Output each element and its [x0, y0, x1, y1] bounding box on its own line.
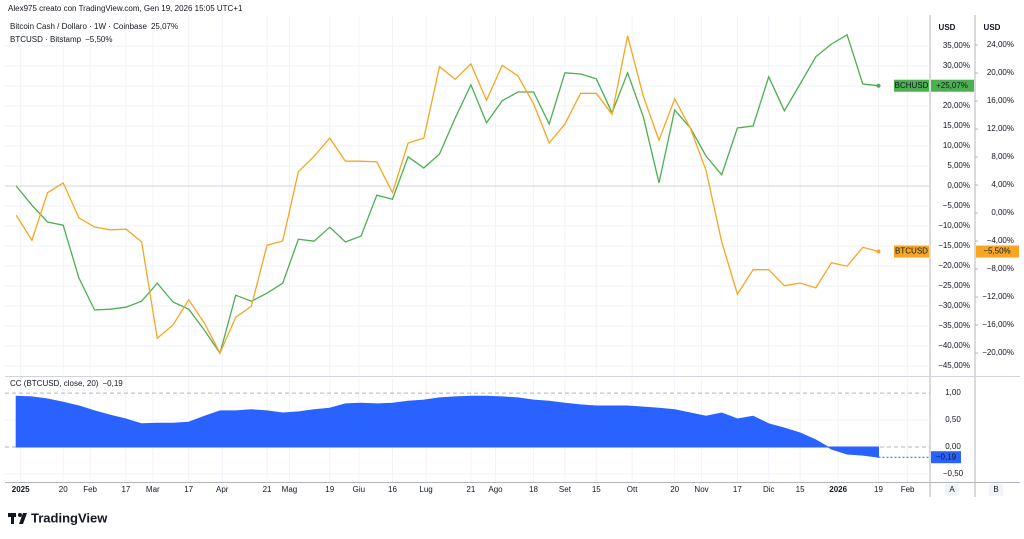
- y2-axis-unit: USD: [984, 23, 1001, 32]
- symbol-tag: [894, 245, 929, 258]
- y-tick-label: 5,00%: [947, 161, 970, 170]
- logo-icon: [11, 513, 14, 524]
- price-badge: [931, 451, 961, 464]
- x-tick-label: 19: [874, 485, 883, 494]
- y2-tick-label: 12,00%: [987, 124, 1014, 133]
- y-tick-label: 20,00%: [943, 101, 970, 110]
- y2-tick-label: −20,00%: [982, 348, 1014, 357]
- logo-icon: [19, 513, 27, 524]
- x-tick-label: 17: [121, 485, 130, 494]
- y-tick-label: −20,00%: [938, 261, 970, 270]
- last-point: [876, 249, 881, 254]
- scale-button[interactable]: [945, 484, 959, 496]
- header: Alex975 creato con TradingView.com, Gen …: [8, 4, 243, 13]
- legend-value: −5,50%: [85, 35, 112, 44]
- x-tick-label: 2025: [12, 485, 30, 494]
- symbol-tag-label: BTCUSD: [895, 247, 928, 256]
- logo: TradingView: [8, 510, 108, 525]
- last-point: [876, 83, 881, 88]
- y2-tick-label: 4,00%: [991, 180, 1014, 189]
- y-tick-label: 30,00%: [943, 61, 970, 70]
- y-tick-label: −15,00%: [938, 241, 970, 250]
- price-badge: [976, 245, 1019, 258]
- x-tick-label: 18: [529, 485, 538, 494]
- x-tick-label: 17: [733, 485, 742, 494]
- x-tick-label: Nov: [694, 485, 708, 494]
- y-tick-label: −10,00%: [938, 221, 970, 230]
- x-tick-label: 16: [388, 485, 397, 494]
- x-tick-label: Mar: [146, 485, 160, 494]
- y-tick-label: 15,00%: [943, 121, 970, 130]
- x-tick-label: Feb: [83, 485, 97, 494]
- x-tick-label: 2026: [829, 485, 847, 494]
- y-tick-label: −25,00%: [938, 281, 970, 290]
- y-tick-label: −5,00%: [943, 201, 970, 210]
- scale-button-label[interactable]: B: [993, 485, 998, 494]
- legend-label: Bitcoin Cash / Dollaro · 1W · Coinbase: [10, 22, 147, 31]
- x-tick-label: 20: [670, 485, 679, 494]
- y2-tick-label: −12,00%: [982, 292, 1014, 301]
- x-tick-label: 17: [184, 485, 193, 494]
- y2-tick-label: 8,00%: [991, 152, 1014, 161]
- y2-tick-label: 0,00%: [991, 208, 1014, 217]
- x-tick-label: Feb: [901, 485, 915, 494]
- legend-value: −0,19: [102, 379, 123, 388]
- price-badge-label: −5,50%: [983, 247, 1010, 256]
- x-tick-label: Ott: [627, 485, 638, 494]
- y-tick-label: −35,00%: [938, 321, 970, 330]
- y-tick-label: 1,00: [945, 388, 961, 397]
- x-tick-label: 21: [466, 485, 475, 494]
- y-tick-label: 10,00%: [943, 141, 970, 150]
- y2-tick-label: −16,00%: [982, 320, 1014, 329]
- legend-label: BTCUSD · Bitstamp: [10, 35, 82, 44]
- symbol-tag: [894, 79, 929, 92]
- x-tick-label: 20: [59, 485, 68, 494]
- y-tick-label: −0,50: [943, 469, 964, 478]
- line-series: [15, 35, 879, 355]
- y-tick-label: 0,00: [945, 442, 961, 451]
- x-tick-label: 21: [263, 485, 272, 494]
- price-badge-label: +25,07%: [936, 81, 968, 90]
- scale-button-label[interactable]: A: [949, 485, 955, 494]
- x-tick-label: Set: [559, 485, 572, 494]
- y2-tick-label: −8,00%: [987, 264, 1014, 273]
- x-tick-label: Ago: [488, 485, 503, 494]
- x-tick-label: Apr: [216, 485, 229, 494]
- line-series: [15, 33, 879, 355]
- legend-value: 25,07%: [151, 22, 178, 31]
- y2-tick-label: −4,00%: [987, 236, 1014, 245]
- y-tick-label: 0,50: [945, 415, 961, 424]
- y-tick-label: 35,00%: [943, 41, 970, 50]
- x-tick-label: 15: [592, 485, 601, 494]
- y2-tick-label: 20,00%: [987, 68, 1014, 77]
- y-tick-label: 0,00%: [947, 181, 970, 190]
- legend-label: CC (BTCUSD, close, 20): [10, 379, 99, 388]
- symbol-tag-label: BCHUSD: [895, 81, 929, 90]
- x-tick-label: Lug: [419, 485, 432, 494]
- area-series: [15, 395, 880, 458]
- y-tick-label: −30,00%: [938, 301, 970, 310]
- scale-button[interactable]: [989, 484, 1003, 496]
- y-tick-label: −40,00%: [938, 341, 970, 350]
- logo-text: TradingView: [31, 510, 108, 525]
- x-tick-label: Giu: [353, 485, 365, 494]
- y-axis-unit: USD: [939, 23, 956, 32]
- y2-tick-label: 24,00%: [987, 40, 1014, 49]
- x-tick-label: Dic: [763, 485, 775, 494]
- price-badge: [931, 79, 974, 92]
- x-tick-label: Mag: [282, 485, 298, 494]
- x-tick-label: 19: [325, 485, 334, 494]
- y-tick-label: −45,00%: [938, 361, 970, 370]
- x-tick-label: 15: [796, 485, 805, 494]
- y2-tick-label: 16,00%: [987, 96, 1014, 105]
- price-badge-label: −0,19: [936, 452, 957, 461]
- logo-icon: [18, 513, 22, 517]
